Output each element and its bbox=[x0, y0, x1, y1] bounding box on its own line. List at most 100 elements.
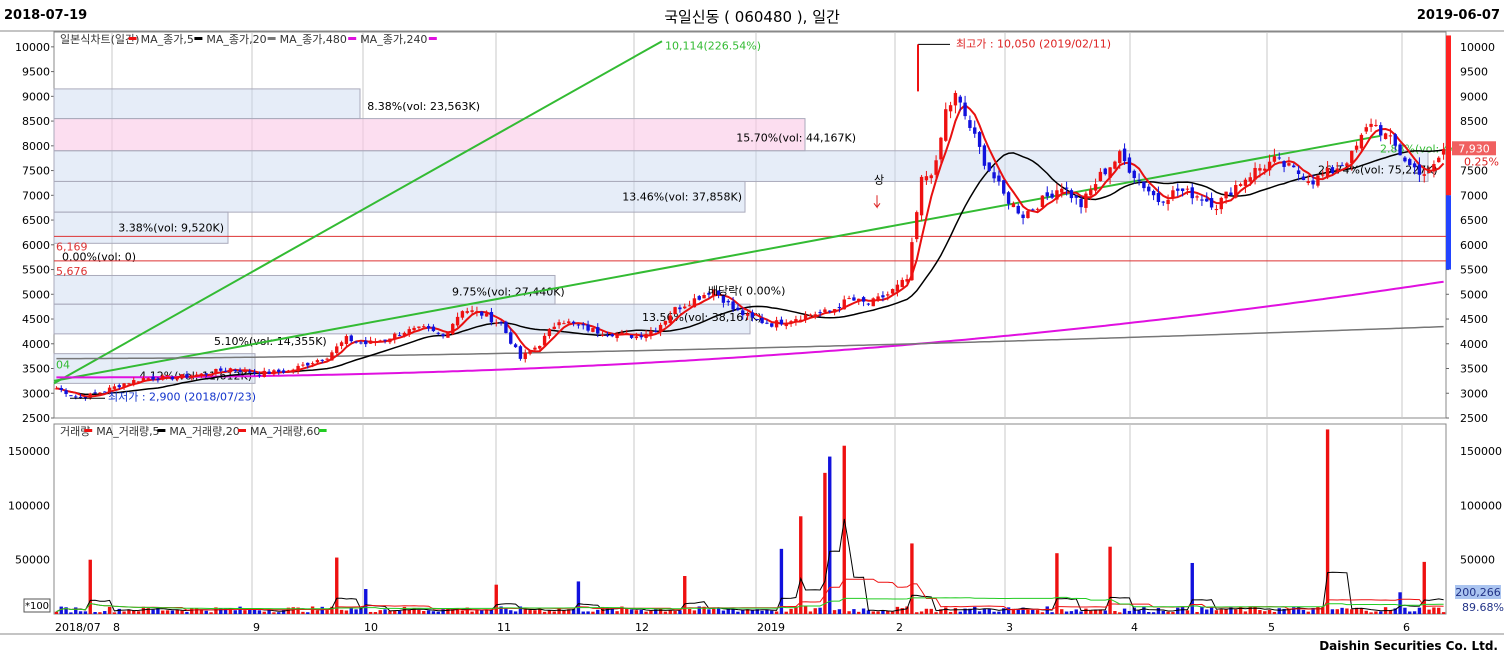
trendline-long bbox=[53, 134, 1381, 382]
volume-bar bbox=[605, 608, 610, 614]
volume-bar bbox=[64, 607, 68, 614]
y-tick-label-left: 10000 bbox=[15, 41, 50, 54]
candle-body bbox=[1369, 123, 1373, 127]
candle-body bbox=[973, 127, 977, 134]
zone-label: 04 bbox=[56, 359, 70, 372]
volume-bar bbox=[939, 609, 943, 614]
volume-bar bbox=[1258, 610, 1262, 614]
candle-body bbox=[1035, 208, 1040, 210]
candle-body bbox=[320, 359, 324, 361]
candle-body bbox=[968, 120, 972, 128]
candle-body bbox=[122, 383, 126, 388]
candle-body bbox=[422, 326, 426, 328]
vol-tick-label-left: 150000 bbox=[8, 445, 50, 458]
candle-body bbox=[364, 340, 368, 345]
volume-bar bbox=[634, 610, 639, 614]
candle-body bbox=[330, 352, 334, 361]
volume-bar bbox=[1437, 607, 1441, 614]
volume-bar bbox=[1060, 609, 1064, 614]
vol-ma5-line bbox=[56, 518, 1444, 613]
candle-body bbox=[683, 306, 687, 309]
volume-bar bbox=[1379, 611, 1383, 614]
volume-bar bbox=[1287, 608, 1291, 614]
volume-bar bbox=[1214, 610, 1219, 614]
candle-body bbox=[513, 344, 518, 348]
volume-bar bbox=[1427, 609, 1431, 614]
candle-body bbox=[190, 375, 194, 379]
volume-bar bbox=[344, 610, 349, 614]
candle-body bbox=[1040, 195, 1045, 208]
candle-body bbox=[591, 328, 595, 332]
volume-bar bbox=[828, 456, 832, 614]
candle-body bbox=[881, 295, 885, 298]
candle-body bbox=[339, 342, 344, 346]
candle-body bbox=[146, 378, 150, 380]
candle-body bbox=[165, 375, 170, 377]
support-label: 5,676 bbox=[56, 265, 88, 278]
volume-bar bbox=[944, 607, 948, 614]
volume-bar bbox=[1074, 609, 1078, 614]
candle-body bbox=[455, 316, 460, 326]
y-tick-label-right: 9000 bbox=[1460, 90, 1488, 103]
volume-bar bbox=[818, 607, 822, 614]
candle-body bbox=[1176, 188, 1180, 191]
candle-body bbox=[832, 309, 837, 313]
volume-bar bbox=[1079, 611, 1083, 614]
candle-body bbox=[1122, 148, 1127, 162]
candle-body bbox=[1330, 167, 1335, 174]
volume-bar bbox=[204, 610, 208, 614]
candle-body bbox=[982, 145, 987, 166]
candle-body bbox=[518, 346, 523, 359]
volume-bar bbox=[267, 609, 271, 614]
candle-body bbox=[1093, 184, 1098, 191]
candle-body bbox=[1200, 199, 1204, 201]
candle-body bbox=[1374, 124, 1378, 127]
candle-body bbox=[1060, 188, 1064, 193]
volume-bar bbox=[654, 609, 658, 614]
volume-bar bbox=[552, 611, 556, 614]
candle-body bbox=[997, 175, 1001, 182]
candle-body bbox=[354, 341, 358, 343]
candle-body bbox=[509, 332, 513, 344]
candle-body bbox=[886, 294, 890, 296]
volume-legend: 거래량 MA_거래량,5 MA_거래량,20 MA_거래량,60 bbox=[60, 425, 327, 438]
volume-bar bbox=[1306, 611, 1310, 614]
volume-bar bbox=[170, 610, 175, 614]
candle-body bbox=[1253, 167, 1257, 180]
candle-body bbox=[1388, 135, 1393, 137]
event-arrow bbox=[873, 195, 881, 209]
volume-bar bbox=[103, 611, 107, 614]
candle-body bbox=[629, 335, 634, 338]
candle-body bbox=[1142, 181, 1146, 189]
volume-bar bbox=[736, 611, 740, 614]
candle-body bbox=[417, 326, 421, 328]
candle-body bbox=[252, 372, 257, 374]
volume-bar bbox=[1393, 608, 1397, 614]
volume-bar bbox=[238, 606, 242, 614]
volume-bar bbox=[1151, 612, 1156, 614]
candle-body bbox=[470, 310, 474, 312]
candle-body bbox=[567, 321, 571, 324]
x-tick-label: 12 bbox=[635, 621, 649, 634]
brand-footer: Daishin Securities Co. Ltd. bbox=[1319, 639, 1498, 653]
volume-bar bbox=[349, 608, 353, 614]
volume-bar bbox=[610, 607, 614, 614]
candle-body bbox=[315, 360, 320, 363]
volume-bar bbox=[948, 612, 953, 614]
volume-bar bbox=[886, 611, 890, 614]
volume-bar bbox=[982, 608, 987, 614]
candle-body bbox=[1137, 180, 1141, 182]
volume-bar bbox=[378, 610, 382, 614]
candle-body bbox=[1345, 163, 1349, 166]
volume-bar bbox=[426, 610, 431, 614]
volume-bar bbox=[1325, 429, 1330, 614]
candle-body bbox=[866, 303, 871, 305]
volume-bar bbox=[1142, 606, 1146, 614]
candle-body bbox=[441, 334, 445, 337]
volume-bar bbox=[310, 606, 315, 614]
candle-body bbox=[257, 374, 262, 376]
candle-body bbox=[731, 301, 735, 310]
candle-body bbox=[88, 393, 92, 398]
candle-body bbox=[117, 385, 121, 388]
